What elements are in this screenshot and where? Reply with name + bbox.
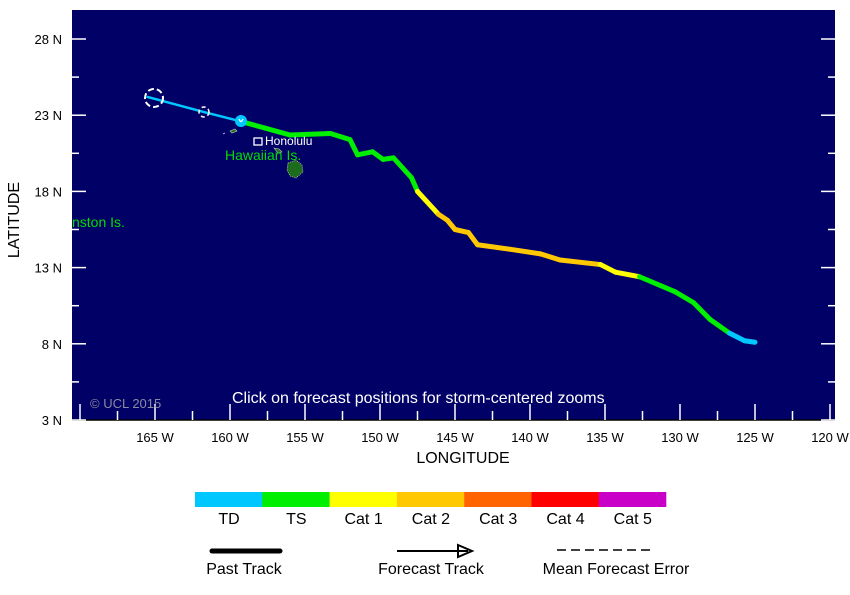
lon-tick-label: 155 W (286, 430, 324, 445)
ocean-area[interactable] (72, 10, 835, 420)
y-axis-label: LATITUDE (6, 182, 23, 258)
lon-tick-label: 125 W (736, 430, 774, 445)
lat-tick-label: 13 N (35, 261, 62, 276)
track-segment (727, 330, 747, 344)
land (222, 128, 304, 179)
big-island (286, 159, 304, 179)
legend-swatch-ts (262, 492, 330, 507)
forecast-track-label: Forecast Track (378, 561, 485, 578)
track-segment (707, 316, 732, 336)
storm-position-markers[interactable] (144, 88, 247, 127)
track-segment (203, 110, 242, 123)
track-segment (328, 130, 353, 143)
track-segment (347, 137, 360, 158)
track-segment (742, 338, 758, 345)
copyright: © UCL 2015 (90, 396, 161, 411)
track-segment (287, 130, 333, 138)
legend-label: Cat 2 (412, 511, 450, 528)
track-segment (538, 251, 563, 263)
track-segment (508, 246, 543, 257)
hawaiian-islands-label: Hawaiian Is. (225, 147, 301, 163)
lat-tick-label: 8 N (42, 337, 62, 352)
track-segment (673, 289, 696, 306)
johnston-island-label: nston Is. (72, 214, 125, 230)
lon-tick-label: 140 W (511, 430, 549, 445)
track-segment (598, 262, 618, 275)
legend-label: Cat 1 (344, 511, 382, 528)
track-segment (557, 257, 603, 268)
honolulu-label: Honolulu (265, 134, 312, 148)
honolulu-marker-icon (253, 137, 263, 146)
lon-tick-label: 135 W (586, 430, 624, 445)
maui (273, 147, 283, 154)
legend-label: Cat 4 (546, 511, 584, 528)
lon-tick-label: 130 W (661, 430, 699, 445)
legend-swatch-cat2 (396, 492, 465, 507)
arrow-icon (457, 543, 475, 559)
legend-swatch-td (195, 492, 263, 507)
track-segment (637, 274, 678, 295)
instruction-text: Click on forecast positions for storm-ce… (232, 390, 605, 407)
legend-label: TD (218, 511, 239, 528)
forecast-position-marker[interactable] (198, 106, 210, 118)
legend-label: Cat 3 (479, 511, 517, 528)
axis-ticks: 165 W 160 W 155 W 150 W 145 W 140 W 135 W 130 W… (35, 32, 850, 445)
legend-label: TS (286, 511, 306, 528)
legend-swatch-cat5 (598, 492, 667, 507)
niihau (222, 132, 226, 135)
legend-label: Cat 5 (614, 511, 652, 528)
legend-swatch-cat4 (531, 492, 599, 507)
lon-tick-label: 160 W (211, 430, 249, 445)
track-legend: Past Track Forecast Track Mean Forecast … (206, 543, 690, 578)
x-axis-label: LONGITUDE (416, 450, 509, 467)
track-segment (415, 188, 441, 217)
legend-swatch-cat3 (464, 492, 532, 507)
lat-tick-label: 3 N (42, 413, 62, 428)
track-segment (691, 300, 713, 322)
track-segment (475, 242, 513, 252)
storm-symbol-icon (238, 118, 244, 123)
forecast-position-marker[interactable] (144, 88, 164, 108)
storm-track (146, 95, 758, 345)
lon-tick-label: 165 W (136, 430, 174, 445)
legend-swatch-cat1 (329, 492, 398, 507)
track-segment (146, 95, 206, 114)
past-track-label: Past Track (206, 561, 283, 578)
lat-tick-label: 18 N (35, 184, 62, 199)
track-segment (391, 155, 414, 181)
lon-tick-label: 145 W (436, 430, 474, 445)
track-segment (238, 118, 293, 138)
lon-tick-label: 120 W (811, 430, 849, 445)
lon-tick-label: 150 W (361, 430, 399, 445)
track-segment (466, 230, 480, 248)
category-legend: TD TS Cat 1 Cat 2 Cat 3 Cat 4 Cat 5 (195, 492, 667, 528)
lat-tick-label: 28 N (35, 32, 62, 47)
lat-tick-label: 23 N (35, 108, 62, 123)
mean-error-label: Mean Forecast Error (543, 561, 690, 578)
track-segment (355, 149, 375, 158)
track-segment (613, 269, 642, 280)
kauai (229, 128, 238, 134)
